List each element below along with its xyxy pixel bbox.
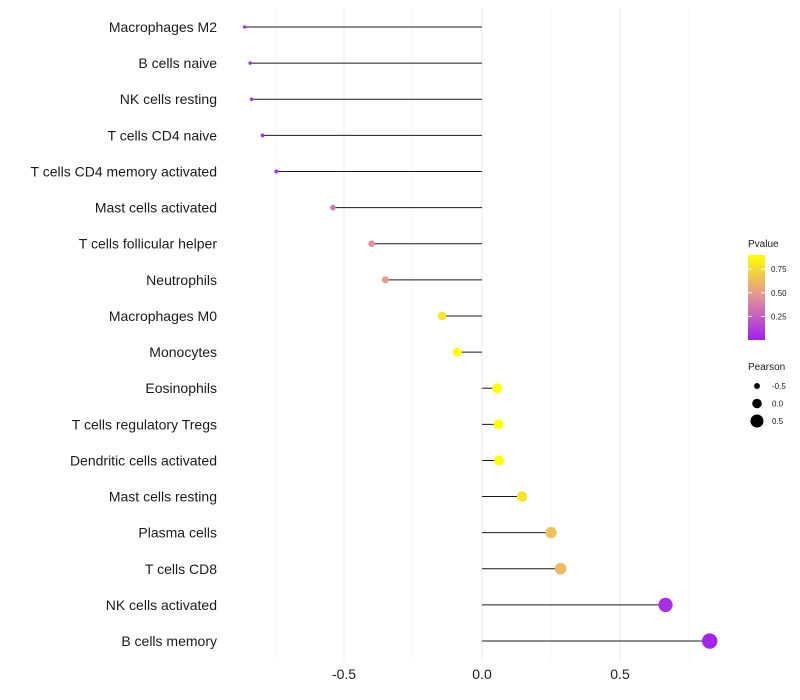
data-point — [248, 61, 252, 65]
size-legend-key — [752, 398, 762, 409]
category-label: Eosinophils — [145, 380, 217, 396]
category-label: NK cells resting — [120, 91, 217, 107]
data-point — [274, 169, 279, 174]
x-tick-label: 0.5 — [610, 666, 630, 682]
pvalue-legend: Pvalue 0.75 0.50 0.25 — [748, 239, 787, 340]
category-labels: Macrophages M2 B cells naive NK cells rest… — [31, 19, 218, 649]
x-axis-ticks: -0.5 0.0 0.5 — [332, 666, 630, 682]
size-legend-key — [750, 414, 764, 428]
colorbar-tick-label: 0.75 — [771, 265, 787, 274]
x-tick-label: -0.5 — [332, 666, 356, 682]
category-label: T cells CD4 naive — [108, 127, 218, 143]
colorbar-tick-label: 0.50 — [771, 289, 787, 298]
category-label: Plasma cells — [138, 525, 217, 541]
category-label: B cells memory — [121, 633, 217, 649]
data-point — [437, 311, 447, 321]
size-legend-label: 0.5 — [772, 417, 784, 426]
data-point — [494, 455, 505, 466]
pvalue-colorbar — [748, 255, 765, 340]
size-legend-label: -0.5 — [772, 382, 786, 391]
size-legend-key — [754, 383, 760, 389]
data-point — [260, 133, 265, 138]
category-label: B cells naive — [138, 55, 217, 71]
category-label: Mast cells resting — [109, 489, 217, 505]
data-point — [545, 527, 557, 539]
data-point — [493, 419, 504, 430]
category-label: Mast cells activated — [95, 200, 217, 216]
pvalue-legend-title: Pvalue — [748, 239, 779, 250]
data-point — [701, 633, 718, 649]
category-label: T cells CD4 memory activated — [31, 163, 217, 179]
category-label: Dendritic cells activated — [70, 452, 217, 468]
data-point — [368, 240, 375, 248]
data-point — [658, 597, 673, 613]
data-point — [249, 97, 254, 101]
pearson-legend: Pearson -0.5 0.0 0.5 — [748, 362, 786, 428]
grid — [274, 8, 690, 662]
pearson-legend-title: Pearson — [748, 362, 785, 373]
colorbar-tick-label: 0.25 — [771, 312, 787, 321]
data-point — [452, 347, 462, 357]
data-point — [554, 563, 567, 575]
category-label: T cells follicular helper — [79, 236, 218, 252]
category-label: T cells CD8 — [145, 561, 217, 577]
x-tick-label: 0.0 — [472, 666, 492, 682]
stems — [244, 26, 710, 642]
category-label: Neutrophils — [146, 272, 217, 288]
data-point — [381, 276, 389, 284]
size-legend-label: 0.0 — [772, 400, 784, 409]
data-point — [516, 491, 528, 502]
category-label: T cells regulatory Tregs — [72, 416, 217, 432]
points — [243, 25, 718, 649]
data-point — [492, 383, 503, 394]
category-label: NK cells activated — [106, 597, 217, 613]
category-label: Macrophages M0 — [109, 308, 217, 324]
category-label: Macrophages M2 — [109, 19, 217, 35]
data-point — [330, 204, 336, 211]
category-label: Monocytes — [149, 344, 217, 360]
data-point — [243, 25, 247, 29]
